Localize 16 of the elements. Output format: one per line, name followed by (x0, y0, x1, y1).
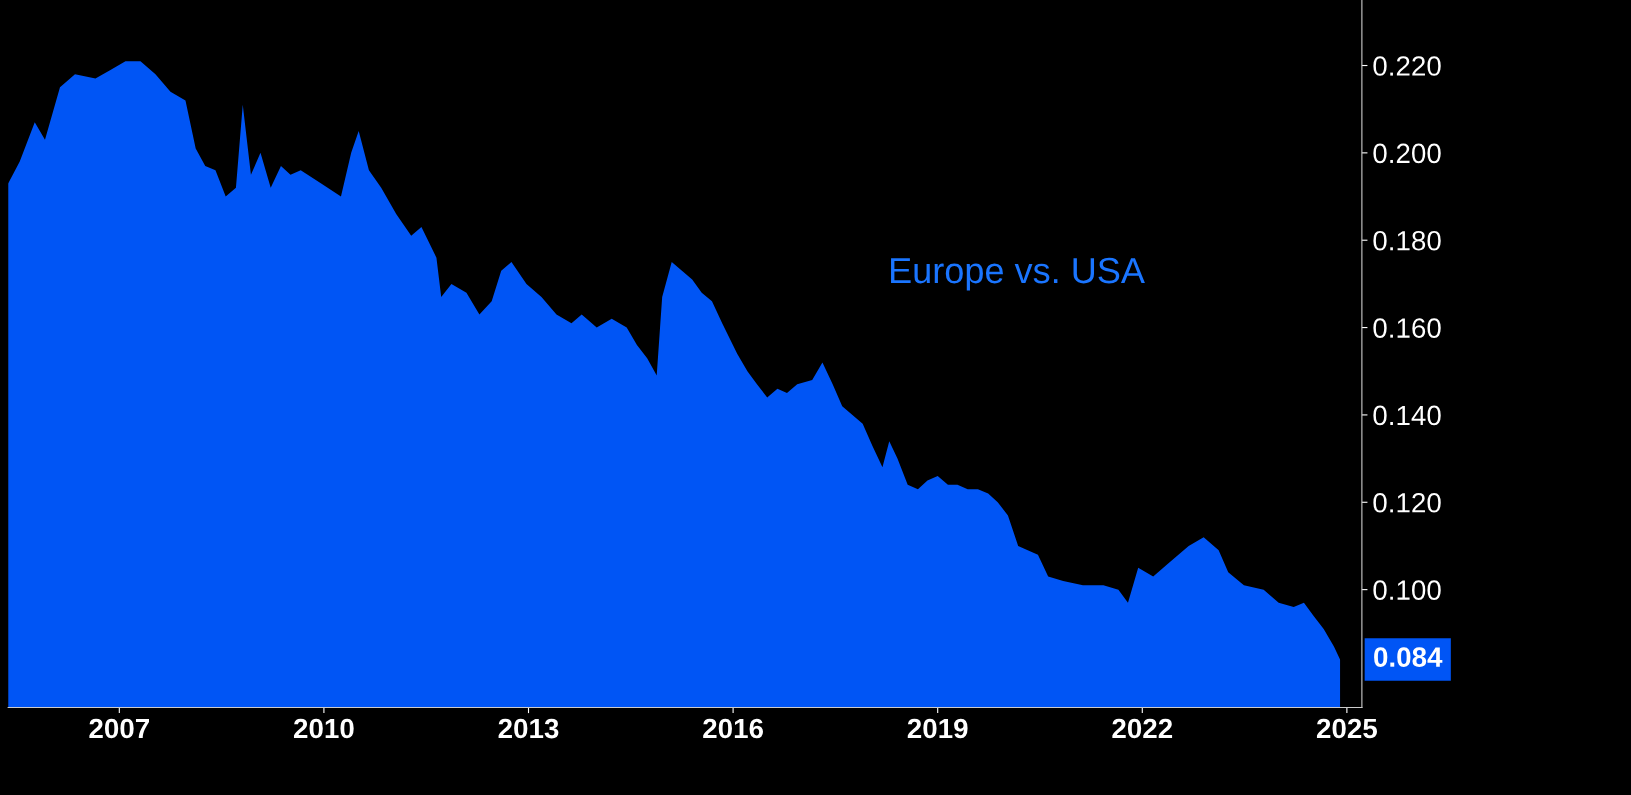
y-tick-label: 0.200 (1373, 143, 1441, 164)
x-tick-label: 2019 (907, 718, 968, 739)
y-tick-label: 0.100 (1373, 580, 1441, 600)
x-tick-label: 2013 (498, 718, 559, 739)
y-tick-label: 0.160 (1373, 318, 1441, 338)
x-tick-label: 2016 (703, 718, 763, 739)
y-tick-label: 0.120 (1373, 492, 1441, 513)
x-tick-label: 2010 (293, 718, 354, 739)
y-tick-label: 0.220 (1373, 56, 1441, 76)
x-tick-label: 2022 (1112, 718, 1173, 739)
annotation: Europe vs. USA (891, 257, 1145, 291)
x-tick-label: 2025 (1316, 718, 1378, 739)
y-tick-label: 0.140 (1373, 405, 1441, 426)
y-tick-label: 0.180 (1373, 230, 1441, 251)
x-tick-label: 2007 (89, 718, 149, 739)
data-label: 0.084 (1374, 647, 1443, 667)
